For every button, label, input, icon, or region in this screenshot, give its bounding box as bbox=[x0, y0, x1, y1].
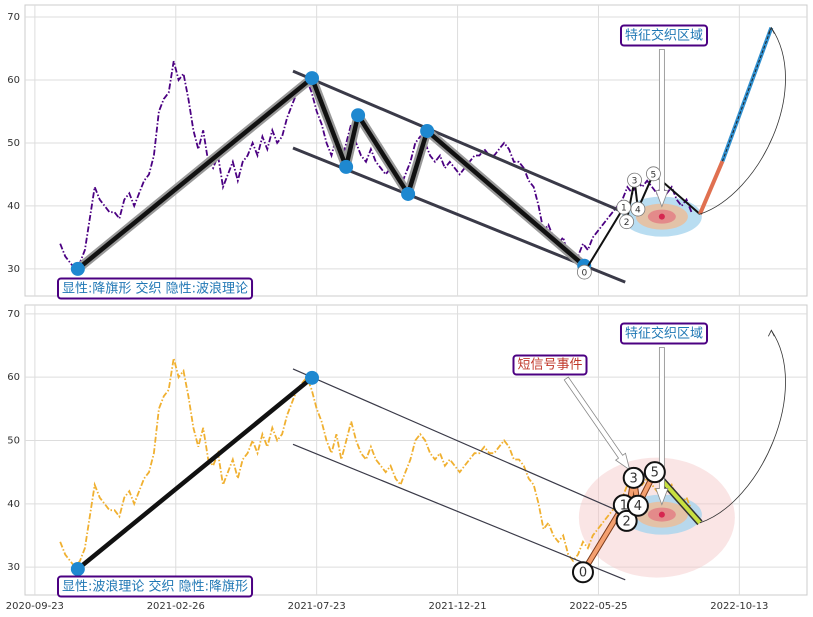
pattern-point bbox=[305, 71, 320, 86]
pattern-point bbox=[70, 562, 85, 577]
annotation-frame bbox=[619, 322, 709, 345]
pointer-arrow bbox=[655, 347, 669, 506]
channel-line bbox=[292, 443, 626, 581]
x-tick-label: 2022-05-25 bbox=[569, 601, 627, 612]
annotation-text: 特征交织区域 bbox=[625, 28, 703, 44]
wave-label: 5 bbox=[651, 170, 657, 180]
target-center bbox=[658, 511, 665, 518]
forecast-arrow bbox=[699, 27, 786, 215]
pointer-arrow bbox=[563, 376, 631, 471]
projection-line bbox=[698, 160, 725, 215]
wave-point bbox=[622, 466, 645, 489]
annotation-frame bbox=[512, 354, 588, 376]
wave-label: 4 bbox=[634, 499, 642, 514]
forecast-arrowhead bbox=[767, 329, 775, 337]
pattern-point bbox=[351, 108, 366, 123]
annotation-text: 显性:波浪理论 交织 隐性:降旗形 bbox=[62, 579, 248, 595]
annotation-text: 短信号事件 bbox=[517, 358, 582, 373]
wave-point bbox=[626, 494, 649, 517]
target-center bbox=[658, 213, 665, 220]
wave-point bbox=[571, 561, 594, 584]
forecast-arrowhead bbox=[767, 26, 775, 34]
x-tick-label: 2022-10-13 bbox=[710, 601, 768, 612]
annotation-box: 特征交织区域 bbox=[619, 322, 709, 345]
pattern-line bbox=[76, 376, 314, 571]
pattern-point bbox=[339, 159, 354, 174]
x-tick-label: 2020-09-23 bbox=[6, 601, 64, 612]
wave-point bbox=[627, 172, 642, 188]
y-tick-label: 60 bbox=[7, 75, 20, 86]
y-tick-label: 40 bbox=[7, 499, 20, 510]
wave-label: 4 bbox=[635, 206, 641, 216]
annotation-box: 显性:波浪理论 交织 隐性:降旗形 bbox=[57, 575, 254, 598]
wave-point bbox=[630, 201, 646, 217]
annotation-frame bbox=[57, 575, 254, 598]
wave-label: 1 bbox=[621, 204, 627, 214]
pattern-point bbox=[305, 370, 320, 385]
y-tick-label: 70 bbox=[7, 12, 20, 23]
channel-line bbox=[292, 69, 626, 215]
annotation-text: 特征交织区域 bbox=[625, 326, 703, 342]
y-tick-label: 60 bbox=[7, 372, 20, 383]
pattern-point bbox=[420, 123, 435, 138]
wave-label: 3 bbox=[632, 177, 638, 187]
wave-point bbox=[643, 461, 666, 484]
annotation-text: 显性:降旗形 交织 隐性:波浪理论 bbox=[62, 281, 248, 297]
annotation-box: 短信号事件 bbox=[512, 354, 588, 376]
y-tick-label: 50 bbox=[7, 138, 20, 149]
pointer-arrow bbox=[655, 49, 669, 208]
wave-label: 2 bbox=[623, 514, 631, 529]
wave-point bbox=[615, 509, 638, 532]
pattern-point bbox=[70, 261, 85, 276]
x-tick-label: 2021-12-21 bbox=[429, 601, 487, 612]
plot-area bbox=[24, 4, 808, 297]
y-tick-label: 70 bbox=[7, 309, 20, 320]
wave-point bbox=[576, 264, 592, 280]
plot-area bbox=[24, 304, 808, 596]
channel-line bbox=[292, 368, 626, 515]
annotation-box: 显性:降旗形 交织 隐性:波浪理论 bbox=[57, 277, 254, 300]
wave-label: 0 bbox=[582, 269, 588, 279]
x-tick-label: 2021-02-26 bbox=[147, 601, 205, 612]
wave-point bbox=[646, 166, 661, 182]
wave-label: 5 bbox=[651, 466, 659, 481]
wave-label: 1 bbox=[620, 499, 628, 514]
y-tick-label: 40 bbox=[7, 201, 20, 212]
annotation-frame bbox=[57, 277, 254, 300]
annotation-box: 特征交织区域 bbox=[619, 24, 709, 47]
y-tick-label: 30 bbox=[7, 264, 20, 275]
price-line bbox=[59, 60, 693, 271]
price-line bbox=[59, 357, 693, 569]
wave-label: 0 bbox=[579, 566, 587, 581]
forecast-arrow bbox=[699, 330, 786, 524]
projection-dash bbox=[721, 27, 772, 162]
x-tick-label: 2021-07-23 bbox=[288, 601, 346, 612]
annotation-frame bbox=[619, 24, 709, 47]
pattern-point bbox=[401, 186, 416, 201]
wave-label: 3 bbox=[630, 471, 638, 486]
y-tick-label: 30 bbox=[7, 562, 20, 573]
wave-point bbox=[619, 214, 635, 230]
y-tick-label: 50 bbox=[7, 436, 20, 447]
wave-label: 2 bbox=[624, 218, 630, 228]
